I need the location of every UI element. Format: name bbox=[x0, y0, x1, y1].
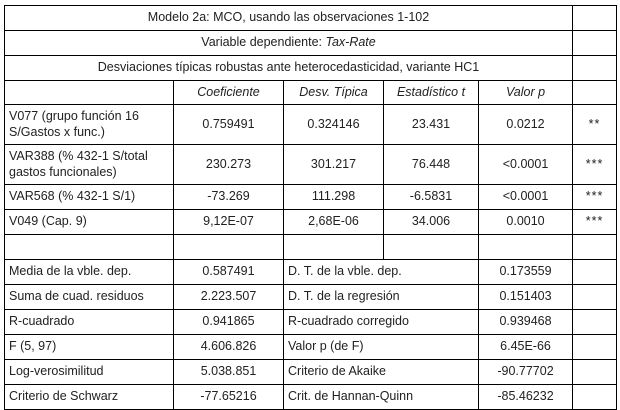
stat-label: Suma de cuad. residuos bbox=[4, 284, 174, 310]
t-stat-value: 23.431 bbox=[383, 104, 479, 145]
empty-cell bbox=[572, 359, 618, 385]
table-row-stat: R-cuadrado 0.941865 R-cuadrado corregido… bbox=[4, 309, 618, 335]
table-row-dependent: Variable dependiente: Tax-Rate bbox=[3, 30, 618, 56]
stat-label: F (5, 97) bbox=[4, 334, 174, 360]
header-t-stat: Estadístico t bbox=[383, 80, 479, 105]
stat-value: 0.151403 bbox=[477, 284, 574, 310]
header-coefficient: Coeficiente bbox=[173, 80, 284, 105]
stat-value: 0.173559 bbox=[477, 259, 574, 285]
significance-stars: *** bbox=[572, 184, 618, 210]
stat-value: 2.223.507 bbox=[173, 284, 284, 310]
table-row-stat: F (5, 97) 4.606.826 Valor p (de F) 6.45E… bbox=[4, 334, 618, 360]
std-error-value: 2,68E-06 bbox=[283, 209, 384, 235]
dependent-variable-line: Variable dependiente: Tax-Rate bbox=[3, 30, 574, 56]
stat-label: Criterio de Akaike bbox=[283, 359, 479, 385]
header-std-error: Desv. Típica bbox=[283, 80, 384, 105]
coefficient-value: 9,12E-07 bbox=[173, 209, 284, 235]
model-title: Modelo 2a: MCO, usando las observaciones… bbox=[3, 5, 574, 31]
significance-stars: ** bbox=[572, 104, 618, 145]
significance-stars: *** bbox=[572, 209, 618, 235]
significance-stars: *** bbox=[572, 144, 618, 185]
empty-cell bbox=[383, 234, 479, 260]
table-row-stat: Suma de cuad. residuos 2.223.507 D. T. d… bbox=[4, 284, 618, 310]
empty-cell bbox=[283, 234, 384, 260]
empty-cell bbox=[572, 309, 618, 335]
stat-value: 4.606.826 bbox=[173, 334, 284, 360]
t-stat-value: -6.5831 bbox=[383, 184, 479, 210]
t-stat-value: 76.448 bbox=[383, 144, 479, 185]
stat-value: 0.939468 bbox=[477, 309, 574, 335]
stat-value: 5.038.851 bbox=[173, 359, 284, 385]
stat-value: -90.77702 bbox=[477, 359, 574, 385]
p-value: <0.0001 bbox=[477, 144, 574, 185]
empty-cell bbox=[572, 284, 618, 310]
empty-cell bbox=[173, 234, 284, 260]
table-row-coef: V049 (Cap. 9) 9,12E-07 2,68E-06 34.006 0… bbox=[4, 209, 618, 235]
stat-label: D. T. de la regresión bbox=[283, 284, 479, 310]
t-stat-value: 34.006 bbox=[383, 209, 479, 235]
empty-cell bbox=[477, 234, 574, 260]
empty-cell bbox=[572, 259, 618, 285]
stat-label: Media de la vble. dep. bbox=[4, 259, 174, 285]
empty-cell bbox=[572, 384, 618, 410]
stat-value: -85.46232 bbox=[477, 384, 574, 410]
table-row-title: Modelo 2a: MCO, usando las observaciones… bbox=[3, 5, 618, 31]
p-value: 0.0212 bbox=[477, 104, 574, 145]
variable-name: VAR568 (% 432-1 S/1) bbox=[4, 184, 174, 210]
coefficient-value: 230.273 bbox=[173, 144, 284, 185]
model-output-table: Modelo 2a: MCO, usando las observaciones… bbox=[3, 5, 618, 410]
stat-label: Crit. de Hannan-Quinn bbox=[283, 384, 479, 410]
stat-label: R-cuadrado corregido bbox=[283, 309, 479, 335]
empty-cell bbox=[572, 234, 618, 260]
empty-cell bbox=[4, 80, 174, 105]
stat-label: Log-verosimilitud bbox=[4, 359, 174, 385]
coefficient-value: 0.759491 bbox=[173, 104, 284, 145]
dependent-prefix: Variable dependiente: bbox=[201, 35, 326, 50]
table-row-coef: VAR568 (% 432-1 S/1) -73.269 111.298 -6.… bbox=[4, 184, 618, 210]
empty-cell bbox=[572, 30, 618, 56]
table-row-coef: VAR388 (% 432-1 S/total gastos funcional… bbox=[4, 144, 618, 185]
stat-label: D. T. de la vble. dep. bbox=[283, 259, 479, 285]
table-row-stat: Log-verosimilitud 5.038.851 Criterio de … bbox=[4, 359, 618, 385]
table-row-coef: V077 (grupo función 16 S/Gastos x func.)… bbox=[4, 104, 618, 145]
robust-note: Desviaciones típicas robustas ante heter… bbox=[3, 55, 574, 81]
variable-name: VAR388 (% 432-1 S/total gastos funcional… bbox=[4, 144, 174, 185]
coefficient-value: -73.269 bbox=[173, 184, 284, 210]
table-row-column-headers: Coeficiente Desv. Típica Estadístico t V… bbox=[4, 80, 618, 105]
empty-cell bbox=[572, 5, 618, 31]
stat-value: -77.65216 bbox=[173, 384, 284, 410]
dependent-variable-name: Tax-Rate bbox=[325, 35, 376, 50]
p-value: <0.0001 bbox=[477, 184, 574, 210]
stat-value: 0.587491 bbox=[173, 259, 284, 285]
variable-name: V049 (Cap. 9) bbox=[4, 209, 174, 235]
empty-cell bbox=[4, 234, 174, 260]
empty-cell bbox=[572, 80, 618, 105]
table-row-stat: Media de la vble. dep. 0.587491 D. T. de… bbox=[4, 259, 618, 285]
table-row-stat: Criterio de Schwarz -77.65216 Crit. de H… bbox=[4, 384, 618, 410]
std-error-value: 0.324146 bbox=[283, 104, 384, 145]
table-row-robust-note: Desviaciones típicas robustas ante heter… bbox=[3, 55, 618, 81]
header-p-value: Valor p bbox=[477, 80, 574, 105]
empty-cell bbox=[572, 55, 618, 81]
table-row-spacer bbox=[4, 234, 618, 260]
std-error-value: 301.217 bbox=[283, 144, 384, 185]
stat-value: 0.941865 bbox=[173, 309, 284, 335]
stat-label: Criterio de Schwarz bbox=[4, 384, 174, 410]
stat-label: R-cuadrado bbox=[4, 309, 174, 335]
p-value: 0.0010 bbox=[477, 209, 574, 235]
stat-label: Valor p (de F) bbox=[283, 334, 479, 360]
variable-name: V077 (grupo función 16 S/Gastos x func.) bbox=[4, 104, 174, 145]
empty-cell bbox=[572, 334, 618, 360]
stat-value: 6.45E-66 bbox=[477, 334, 574, 360]
std-error-value: 111.298 bbox=[283, 184, 384, 210]
